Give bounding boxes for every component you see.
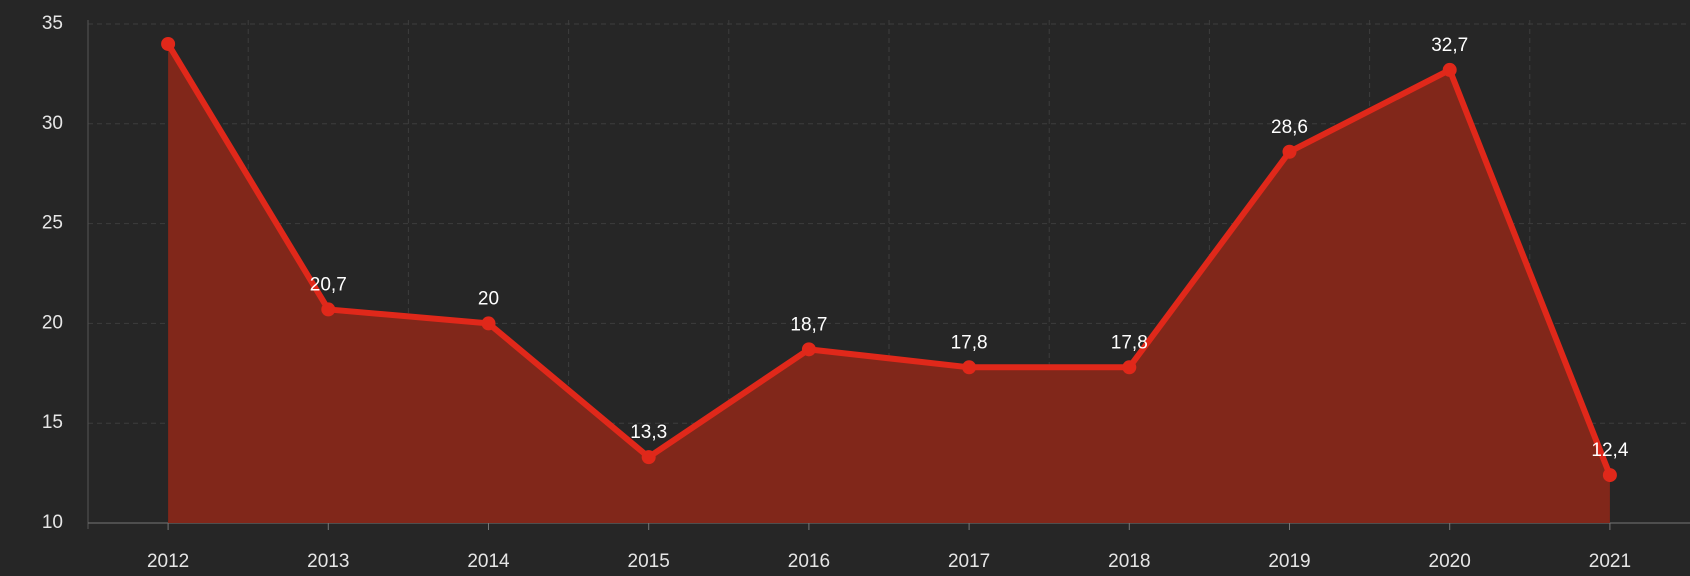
point — [481, 316, 496, 331]
y-tick-label: 35 — [42, 13, 63, 34]
data-label: 13,3 — [630, 422, 667, 443]
y-tick-label: 15 — [42, 412, 63, 433]
data-label: 28,6 — [1271, 117, 1308, 138]
x-tick-label: 2017 — [948, 551, 990, 572]
data-label: 20 — [478, 288, 499, 309]
point — [321, 302, 336, 317]
point — [161, 36, 176, 51]
data-label: 17,8 — [1111, 332, 1148, 353]
y-tick-label: 25 — [42, 213, 63, 234]
y-tick-label: 10 — [42, 512, 63, 533]
y-tick-label: 30 — [42, 113, 63, 134]
point — [1442, 62, 1457, 77]
line — [165, 42, 1613, 477]
point — [641, 450, 656, 465]
x-tick-label: 2018 — [1108, 551, 1150, 572]
point — [801, 342, 816, 357]
data-label: 32,7 — [1431, 35, 1468, 56]
x-tick-label: 2016 — [788, 551, 830, 572]
x-tick-label: 2013 — [307, 551, 349, 572]
x-tick-label: 2019 — [1268, 551, 1310, 572]
x-tick-label: 2020 — [1429, 551, 1471, 572]
data-label: 12,4 — [1591, 440, 1628, 461]
point — [962, 360, 977, 375]
x-tick-label: 2014 — [467, 551, 510, 572]
x-tick-label: 2021 — [1589, 551, 1631, 572]
data-label: 17,8 — [951, 332, 988, 353]
point — [1602, 468, 1617, 483]
point — [1282, 144, 1297, 159]
x-tick-label: 2012 — [147, 551, 189, 572]
y-tick-label: 20 — [42, 312, 63, 333]
data-label: 18,7 — [790, 314, 827, 335]
x-tick-label: 2015 — [628, 551, 670, 572]
data-label: 20,7 — [310, 274, 347, 295]
area — [168, 43, 1610, 524]
point — [1122, 360, 1137, 375]
